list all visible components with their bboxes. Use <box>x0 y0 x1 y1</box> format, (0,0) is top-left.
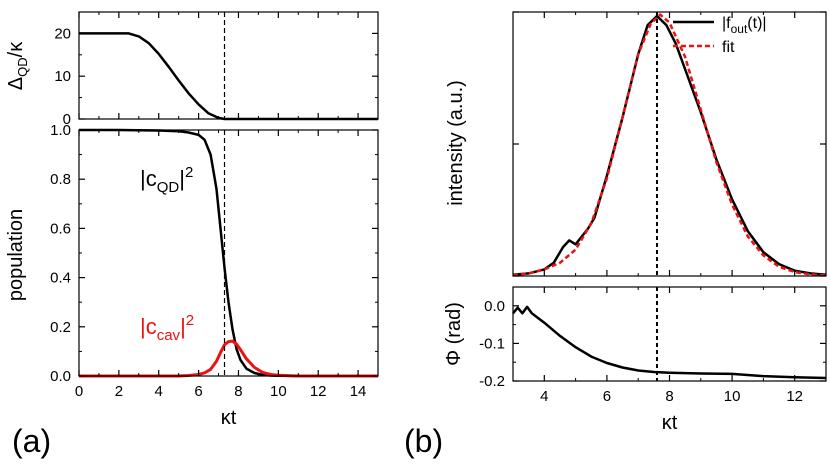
annotation-bar: | <box>179 166 185 191</box>
x-tick-label: 12 <box>786 388 803 405</box>
series-line--c-cav-2 <box>79 339 378 378</box>
x-tick-label: 6 <box>194 383 202 400</box>
legend-text-end: (t)| <box>747 15 766 32</box>
legend-subscript: out <box>731 22 748 36</box>
x-axis-label: κt <box>662 412 678 434</box>
x-tick-label: 4 <box>540 388 548 405</box>
chart-a_bottom: 0 2 4 6 8 10 12 14 0.0 0.2 0.4 0.6 0.8 1.0 κt <box>50 122 379 429</box>
y-axis-label-part: /κ <box>5 41 27 58</box>
chart-b_bottom: 4 6 8 10 12 -0.2 -0.1 0.0 κt <box>479 286 827 434</box>
y-tick-label: 0.2 <box>50 319 71 336</box>
x-tick-label: 2 <box>115 383 123 400</box>
y-tick-label: 0.6 <box>50 220 71 237</box>
series-line--f-out-t- <box>512 14 827 276</box>
plot-frame <box>78 11 379 120</box>
x-tick-label: 14 <box>350 383 367 400</box>
x-tick-label: 4 <box>155 383 163 400</box>
annotation-text: |c <box>140 314 157 339</box>
legend-text: |f <box>722 15 731 32</box>
legend-text: fit <box>722 39 735 56</box>
plot-frame <box>78 129 379 377</box>
series-line-fit <box>512 13 827 277</box>
annotation-subscript: QD <box>157 179 180 196</box>
y-axis-label-part: Δ <box>5 77 27 90</box>
panel-label-b: (b) <box>404 423 443 459</box>
legend-label-0: |fout(t)| <box>722 15 767 36</box>
annotation-bar: | <box>180 314 186 339</box>
y-tick-label: 1.0 <box>50 122 71 139</box>
y-axis-label-delta: ΔQD/κ <box>5 41 30 90</box>
y-tick-label: 10 <box>54 68 71 85</box>
y-tick-label: -0.1 <box>479 335 505 352</box>
y-tick-label: 20 <box>54 25 71 42</box>
annotation-superscript: 2 <box>185 164 193 181</box>
series-line--qd- <box>79 32 378 121</box>
series-line--c-qd-2 <box>79 128 378 378</box>
x-tick-label: 12 <box>310 383 327 400</box>
y-tick-label: -0.2 <box>479 373 505 390</box>
x-tick-label: 8 <box>234 383 242 400</box>
plot-frame <box>512 286 827 382</box>
panel-label-a: (a) <box>12 423 51 459</box>
legend-label-1: fit <box>722 39 735 56</box>
annotation-superscript: 2 <box>186 312 194 329</box>
annotation-subscript: cav <box>157 327 181 344</box>
x-tick-label: 0 <box>75 383 83 400</box>
annotation-c-cav: |ccav|2 <box>140 312 194 344</box>
annotation-text: |c <box>140 166 157 191</box>
y-tick-label: 0.8 <box>50 171 71 188</box>
chart-b_top <box>512 11 827 277</box>
y-tick-label: 0.0 <box>484 298 505 315</box>
annotation-c-qd: |cQD|2 <box>140 164 193 196</box>
y-tick-label: 0.4 <box>50 270 71 287</box>
x-tick-label: 10 <box>270 383 287 400</box>
x-tick-label: 8 <box>665 388 673 405</box>
y-tick-label: 0 <box>63 111 71 128</box>
legend: |fout(t)| fit <box>673 15 767 56</box>
chart-a_top: 0 10 20 <box>54 11 379 128</box>
y-axis-label-phase: Φ (rad) <box>443 302 465 366</box>
y-tick-label: 0.0 <box>50 368 71 385</box>
y-axis-label-sub: QD <box>15 57 30 77</box>
y-axis-label-intensity: intensity (a.u.) <box>445 80 467 206</box>
y-axis-label-population: population <box>5 209 27 301</box>
plot-frame <box>512 11 827 277</box>
x-tick-label: 6 <box>603 388 611 405</box>
x-tick-label: 10 <box>724 388 741 405</box>
x-axis-label: κt <box>221 407 237 429</box>
series-line-- <box>512 305 827 380</box>
